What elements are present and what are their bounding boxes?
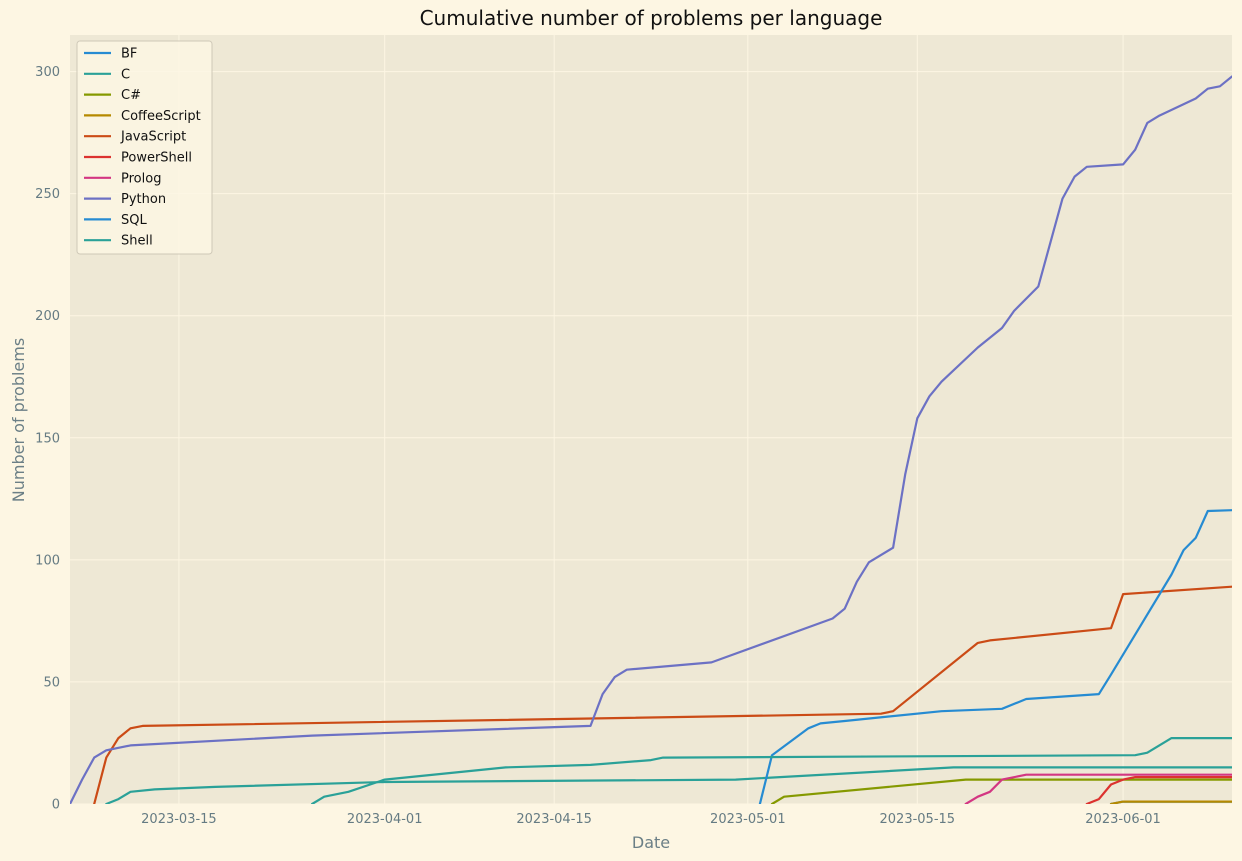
legend-label: Python (121, 192, 166, 207)
series-line-coffeescript (1109, 800, 1232, 804)
legend: BF C C# CoffeeScript JavaScript PowerShell Pro… (76, 40, 213, 255)
y-tick-label: 0 (52, 798, 60, 813)
series-line-c- (770, 778, 1232, 804)
x-tick-label: 2023-05-01 (710, 812, 786, 827)
legend-label: C# (121, 88, 141, 103)
series-line-shell (311, 736, 1232, 804)
series-line-prolog (964, 773, 1232, 804)
legend-label: SQL (121, 213, 147, 228)
legend-label: CoffeeScript (121, 109, 201, 124)
y-axis-ticks: 0 50 100 150 200 250 300 (35, 65, 60, 812)
x-axis-ticks: 2023-03-15 2023-04-01 2023-04-15 2023-05-01… (141, 812, 1161, 827)
y-tick-label: 100 (35, 553, 60, 568)
series-line-javascript (93, 585, 1232, 804)
legend-label: Prolog (121, 171, 161, 186)
y-tick-label: 200 (35, 309, 60, 324)
x-axis-label: Date (632, 833, 670, 852)
series-line-python (70, 75, 1232, 804)
y-tick-label: 250 (35, 187, 60, 202)
x-tick-label: 2023-04-01 (347, 812, 423, 827)
legend-label: C (121, 67, 130, 82)
x-tick-label: 2023-03-15 (141, 812, 217, 827)
legend-label: PowerShell (121, 151, 192, 166)
y-tick-label: 300 (35, 65, 60, 80)
y-tick-label: 50 (43, 675, 60, 690)
legend-label: BF (121, 47, 137, 62)
plot-area (70, 35, 1232, 804)
series-line-powershell (1085, 775, 1232, 804)
x-tick-label: 2023-04-15 (516, 812, 592, 827)
legend-label: JavaScript (120, 130, 186, 145)
x-tick-label: 2023-05-15 (880, 812, 956, 827)
x-tick-label: 2023-06-01 (1085, 812, 1161, 827)
legend-label: Shell (121, 234, 153, 249)
chart-title: Cumulative number of problems per langua… (420, 6, 883, 30)
series-lines (70, 75, 1232, 804)
series-line-sql (758, 509, 1232, 804)
y-axis-label: Number of problems (9, 338, 28, 502)
series-line-c (105, 766, 1232, 804)
y-tick-label: 150 (35, 431, 60, 446)
